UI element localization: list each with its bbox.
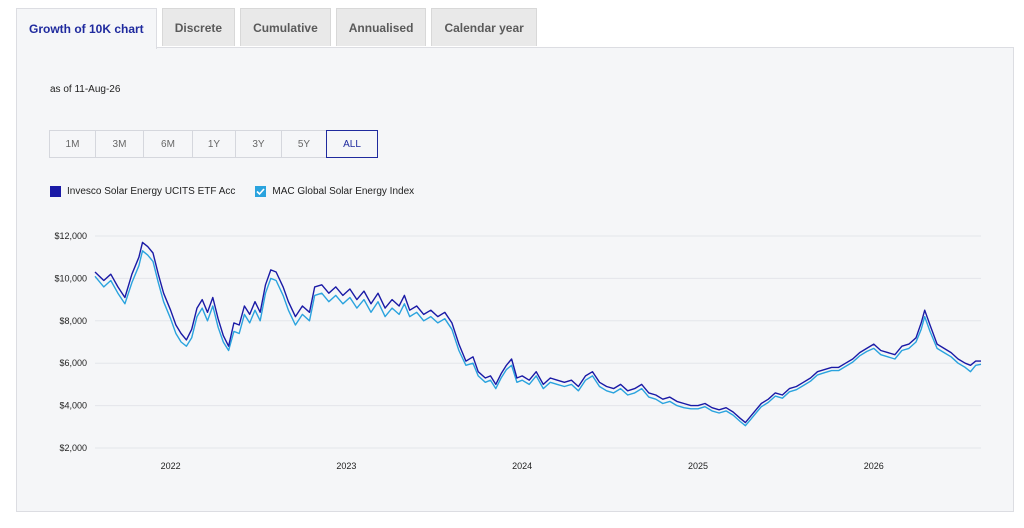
legend-label-fund: Invesco Solar Energy UCITS ETF Acc (67, 186, 236, 197)
y-tick-label: $6,000 (59, 358, 87, 368)
y-tick-label: $10,000 (54, 273, 87, 283)
tab-calendar-year[interactable]: Calendar year (431, 8, 537, 46)
y-tick-label: $12,000 (54, 231, 87, 241)
tab-growth-of-10k[interactable]: Growth of 10K chart (16, 8, 157, 49)
chart-panel: as of 11-Aug-26 1M 3M 6M 1Y 3Y 5Y ALL In… (16, 47, 1014, 512)
x-tick-label: 2023 (336, 461, 356, 471)
tab-bar: Growth of 10K chart Discrete Cumulative … (16, 8, 537, 49)
series-line-index (94, 250, 982, 427)
range-5y-button[interactable]: 5Y (281, 130, 327, 158)
fund-swatch-icon (50, 186, 61, 197)
chart-legend: Invesco Solar Energy UCITS ETF Acc MAC G… (50, 186, 414, 197)
tab-cumulative[interactable]: Cumulative (240, 8, 331, 46)
as-of-date: as of 11-Aug-26 (50, 84, 121, 95)
range-all-button[interactable]: ALL (326, 130, 378, 158)
range-selector: 1M 3M 6M 1Y 3Y 5Y ALL (49, 130, 378, 158)
x-tick-label: 2022 (161, 461, 181, 471)
tab-discrete[interactable]: Discrete (161, 8, 236, 46)
tab-annualised[interactable]: Annualised (335, 8, 427, 46)
range-6m-button[interactable]: 6M (143, 130, 193, 158)
y-tick-label: $8,000 (59, 316, 87, 326)
x-tick-label: 2024 (512, 461, 532, 471)
x-tick-label: 2026 (864, 461, 884, 471)
y-tick-label: $2,000 (59, 443, 87, 453)
checkbox-checked-icon (255, 186, 267, 197)
growth-line-chart: $2,000 $4,000 $6,000 $8,000 $10,000 $12,000 20… (54, 231, 982, 471)
range-3y-button[interactable]: 3Y (235, 130, 282, 158)
legend-label-index: MAC Global Solar Energy Index (272, 186, 415, 197)
series-line-fund (94, 241, 981, 424)
legend-item-index[interactable]: MAC Global Solar Energy Index (255, 186, 414, 197)
legend-item-fund[interactable]: Invesco Solar Energy UCITS ETF Acc (50, 186, 235, 197)
y-tick-label: $4,000 (59, 401, 87, 411)
range-3m-button[interactable]: 3M (95, 130, 144, 158)
range-1y-button[interactable]: 1Y (192, 130, 236, 158)
range-1m-button[interactable]: 1M (49, 130, 96, 158)
x-tick-label: 2025 (688, 461, 708, 471)
